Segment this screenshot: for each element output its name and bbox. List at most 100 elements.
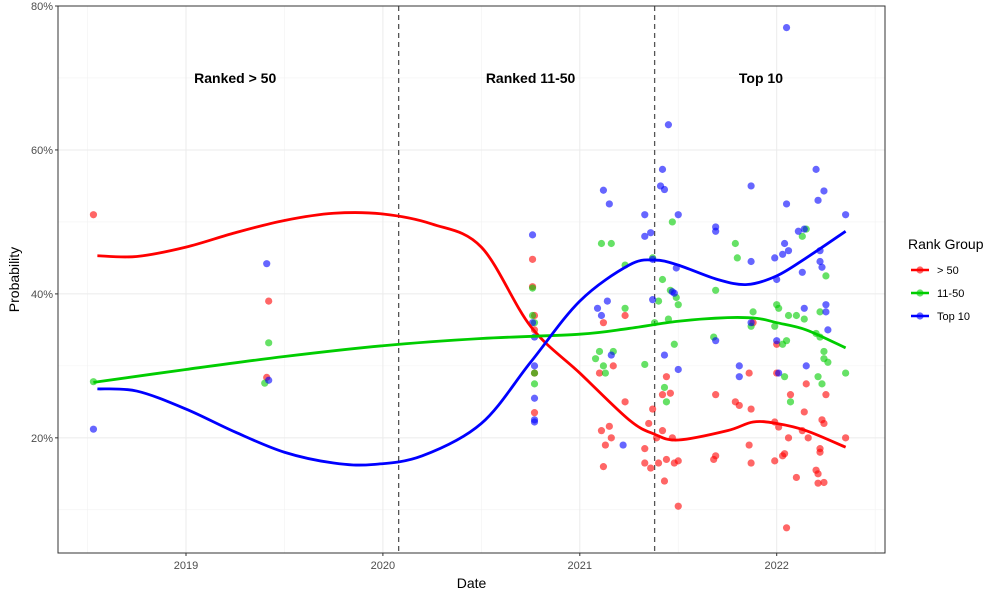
data-point bbox=[530, 409, 539, 417]
data-point bbox=[771, 457, 779, 465]
data-point bbox=[822, 301, 830, 309]
data-point bbox=[747, 257, 755, 266]
data-point bbox=[530, 369, 539, 377]
data-point bbox=[733, 254, 741, 262]
data-point bbox=[599, 463, 608, 471]
data-point bbox=[601, 441, 609, 449]
data-point bbox=[265, 376, 273, 384]
data-point bbox=[749, 308, 757, 316]
y-tick-label: 80% bbox=[31, 1, 53, 13]
x-tick-label: 2020 bbox=[371, 560, 395, 572]
data-point bbox=[771, 322, 779, 330]
data-point bbox=[666, 389, 674, 397]
data-point bbox=[607, 239, 615, 248]
data-point bbox=[265, 339, 273, 347]
data-point bbox=[605, 422, 613, 430]
legend-title: Rank Group bbox=[908, 236, 984, 252]
data-point bbox=[599, 362, 608, 370]
data-point bbox=[641, 445, 649, 453]
data-point bbox=[802, 362, 810, 370]
data-point bbox=[603, 297, 611, 305]
data-point bbox=[814, 196, 822, 204]
data-point bbox=[607, 351, 615, 359]
data-point bbox=[820, 187, 828, 195]
data-point bbox=[674, 301, 682, 309]
trend-line bbox=[97, 230, 847, 467]
data-point bbox=[731, 239, 739, 248]
data-point bbox=[818, 380, 826, 388]
data-point bbox=[842, 369, 850, 377]
axis-ticks: 2019 2020 2021 2022 20% 40% 60% 80% bbox=[31, 1, 789, 572]
data-point bbox=[712, 452, 720, 460]
trend-line bbox=[93, 316, 847, 384]
plot-panel bbox=[58, 6, 885, 553]
data-point bbox=[775, 304, 783, 312]
data-point bbox=[800, 315, 808, 323]
data-point bbox=[798, 268, 806, 276]
data-point bbox=[794, 227, 802, 235]
data-point bbox=[786, 391, 795, 399]
data-point bbox=[621, 311, 629, 320]
data-point bbox=[712, 227, 720, 235]
x-tick-label: 2022 bbox=[764, 560, 788, 572]
data-point bbox=[822, 391, 830, 399]
data-point bbox=[660, 185, 669, 194]
data-point bbox=[802, 380, 810, 388]
legend: Rank Group > 50 11-50 Top 10 bbox=[908, 236, 984, 323]
data-point bbox=[820, 347, 828, 356]
data-point bbox=[621, 398, 629, 406]
data-point bbox=[804, 434, 812, 442]
x-tick-label: 2019 bbox=[174, 560, 198, 572]
data-point bbox=[660, 477, 669, 485]
data-point bbox=[745, 369, 753, 377]
data-point bbox=[89, 211, 98, 219]
data-point bbox=[800, 304, 808, 312]
period-annotation: Top 10 bbox=[739, 70, 783, 86]
data-point bbox=[668, 218, 676, 226]
y-tick-label: 60% bbox=[31, 145, 53, 157]
data-point bbox=[621, 304, 629, 312]
data-point bbox=[647, 464, 655, 472]
data-point bbox=[782, 200, 791, 208]
data-point bbox=[658, 275, 667, 284]
legend-key-point bbox=[916, 289, 924, 297]
legend-label: 11-50 bbox=[937, 288, 964, 300]
y-tick-label: 20% bbox=[31, 433, 53, 445]
data-point bbox=[641, 211, 649, 219]
data-point bbox=[662, 373, 671, 381]
data-point bbox=[649, 405, 657, 413]
data-point bbox=[528, 284, 537, 292]
data-point bbox=[745, 441, 753, 449]
data-point bbox=[674, 211, 682, 219]
data-point bbox=[528, 255, 537, 263]
data-point bbox=[814, 470, 822, 478]
data-point bbox=[649, 296, 657, 304]
data-point bbox=[779, 250, 787, 258]
data-point bbox=[530, 418, 539, 426]
data-point bbox=[800, 408, 808, 416]
data-point bbox=[674, 457, 682, 465]
data-point bbox=[641, 232, 649, 240]
data-point bbox=[599, 319, 608, 327]
data-point bbox=[597, 239, 606, 248]
data-point bbox=[528, 311, 537, 320]
data-point bbox=[775, 369, 783, 377]
data-point bbox=[662, 398, 671, 406]
data-point bbox=[816, 308, 824, 316]
plot-border bbox=[57, 5, 886, 554]
data-point bbox=[735, 362, 743, 370]
data-point bbox=[784, 311, 793, 320]
data-point bbox=[670, 289, 678, 297]
data-point bbox=[747, 459, 755, 467]
legend-key-point bbox=[916, 266, 924, 274]
legend-label: Top 10 bbox=[937, 311, 970, 323]
trend-line bbox=[97, 211, 847, 449]
data-point bbox=[712, 391, 720, 399]
data-point bbox=[820, 419, 828, 428]
data-point bbox=[660, 351, 669, 359]
data-point bbox=[812, 165, 820, 173]
data-point bbox=[747, 182, 755, 190]
data-point bbox=[824, 326, 832, 334]
data-point bbox=[530, 362, 539, 370]
